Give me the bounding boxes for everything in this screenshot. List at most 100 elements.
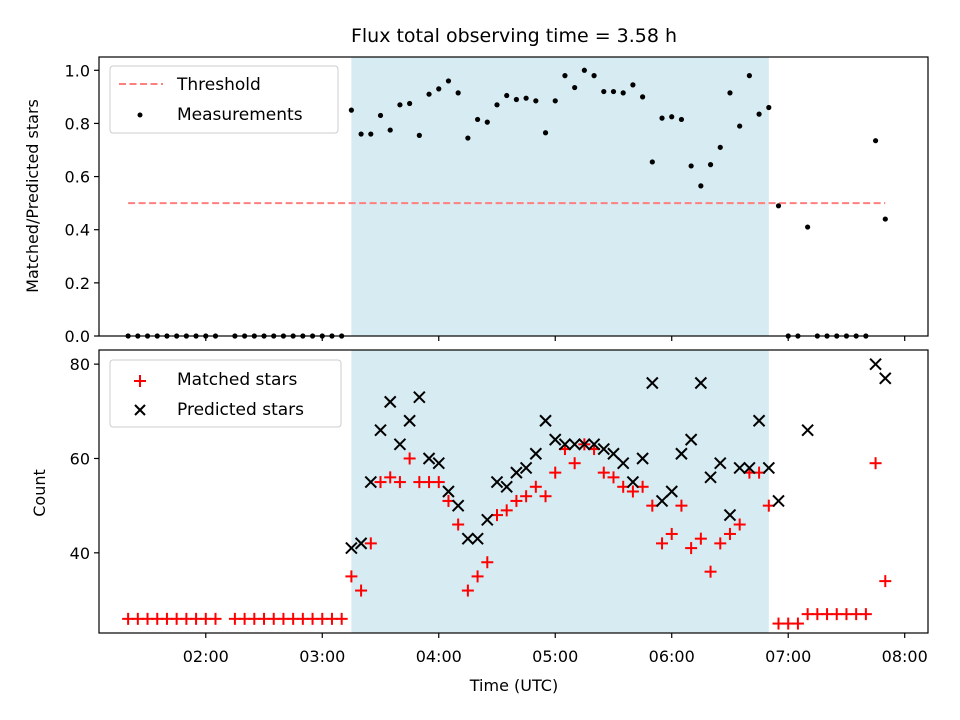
predicted-star-point (558, 438, 572, 451)
matched-star-point (520, 490, 533, 503)
measurement-point (805, 224, 811, 230)
measurement-point (465, 135, 471, 141)
legend-threshold-label: Threshold (176, 75, 261, 95)
measurement-point (746, 73, 752, 79)
predicted-star-point (714, 456, 727, 470)
measurement-point (552, 98, 558, 104)
predicted-star-point (723, 508, 737, 522)
predicted-star-point (442, 485, 455, 498)
matched-star-point (656, 537, 669, 550)
predicted-star-point (568, 438, 581, 451)
matched-star-point (355, 584, 368, 597)
measurement-point (455, 90, 461, 96)
predicted-star-point (539, 414, 552, 427)
matched-star-point (374, 476, 387, 489)
measurement-point (436, 86, 442, 92)
predicted-star-point (578, 438, 591, 451)
bottom-y-tick-label: 40 (70, 544, 90, 563)
predicted-star-point (743, 461, 756, 475)
matched-star-point (879, 575, 892, 588)
predicted-star-point (354, 537, 368, 550)
predicted-star-point (500, 480, 513, 493)
predicted-star-point (345, 541, 358, 555)
matched-star-point (209, 612, 222, 625)
predicted-star-point (626, 475, 640, 489)
predicted-star-point (587, 438, 601, 451)
measurement-point (581, 67, 587, 73)
matched-star-point (364, 537, 377, 550)
predicted-star-point (481, 513, 494, 527)
bottom-legend: Matched stars Predicted stars (109, 359, 342, 428)
legend-measurements-label: Measurements (177, 105, 303, 125)
measurement-point (630, 82, 636, 88)
measurement-point (640, 94, 646, 100)
measurement-point (649, 159, 655, 165)
matched-star-point (791, 617, 804, 630)
predicted-star-point (869, 357, 882, 371)
measurement-point (610, 88, 617, 95)
top-y-tick-label: 0.6 (65, 168, 90, 187)
predicted-star-point (549, 433, 562, 446)
matched-star-point (568, 457, 581, 470)
measurement-point (445, 78, 452, 84)
measurement-point (387, 127, 393, 133)
matched-star-point (384, 471, 397, 484)
predicted-star-point (519, 461, 533, 475)
measurement-point (620, 90, 626, 96)
matched-star-point (345, 570, 358, 583)
bottom-x-tick-label: 06:00 (649, 647, 695, 666)
predicted-star-point (422, 452, 436, 465)
measurement-point (533, 98, 539, 104)
predicted-star-point (655, 494, 669, 508)
matched-star-point (626, 485, 639, 498)
top-x-ticks (205, 336, 906, 341)
matched-star-point (432, 476, 445, 489)
measurement-point (756, 111, 762, 117)
measurement-point (397, 102, 403, 108)
top-y-tick-label: 0.4 (65, 221, 90, 240)
measurement-point (737, 123, 743, 129)
predicted-star-point (762, 461, 776, 475)
bottom-y-tick-label: 80 (70, 355, 90, 374)
matched-star-point (549, 466, 562, 479)
top-y-tick-label: 0.0 (65, 327, 90, 346)
predicted-star-point (432, 456, 445, 470)
predicted-star-point (636, 452, 649, 465)
predicted-star-point (529, 447, 543, 460)
legend-predicted-label: Predicted stars (177, 400, 304, 420)
matched-star-point (393, 476, 406, 489)
bottom-y-tick-label: 60 (70, 449, 90, 468)
top-legend: Threshold Measurements (109, 65, 339, 134)
predicted-star-point (694, 376, 708, 390)
measurement-point (407, 100, 413, 107)
matched-star-point (500, 504, 513, 517)
matched-star-point (607, 471, 620, 484)
bottom-x-tick-label: 05:00 (532, 647, 578, 666)
legend-matched-swatch (134, 375, 146, 387)
matched-star-point (403, 452, 416, 465)
matched-star-point (675, 499, 688, 512)
top-y-axis-label: Matched/Predicted stars (23, 99, 42, 293)
measurement-point (766, 104, 772, 111)
measurement-point (678, 116, 685, 123)
predicted-star-point (675, 447, 688, 460)
bottom-plot-area (122, 357, 892, 630)
predicted-star-point (607, 447, 620, 460)
matched-star-point (733, 518, 746, 531)
matched-star-point (723, 527, 736, 540)
predicted-star-point (684, 433, 698, 446)
measurement-point (504, 92, 510, 99)
bottom-x-tick-label: 04:00 (416, 647, 462, 666)
bottom-panel: 40 60 80 02:00 03:00 04:00 05:00 06:00 07:00 08:… (30, 349, 929, 695)
predicted-star-point (374, 423, 387, 437)
measurement-point (562, 73, 568, 79)
predicted-star-point (772, 494, 785, 508)
top-y-tick-label: 0.2 (65, 274, 90, 293)
predicted-star-point (704, 471, 717, 484)
bottom-axes-frame (98, 349, 929, 634)
top-axes-frame (98, 56, 929, 337)
predicted-star-point (384, 395, 397, 409)
bottom-legend-box (109, 359, 342, 428)
measurement-point (494, 102, 500, 108)
bottom-x-tick-label: 07:00 (765, 647, 811, 666)
